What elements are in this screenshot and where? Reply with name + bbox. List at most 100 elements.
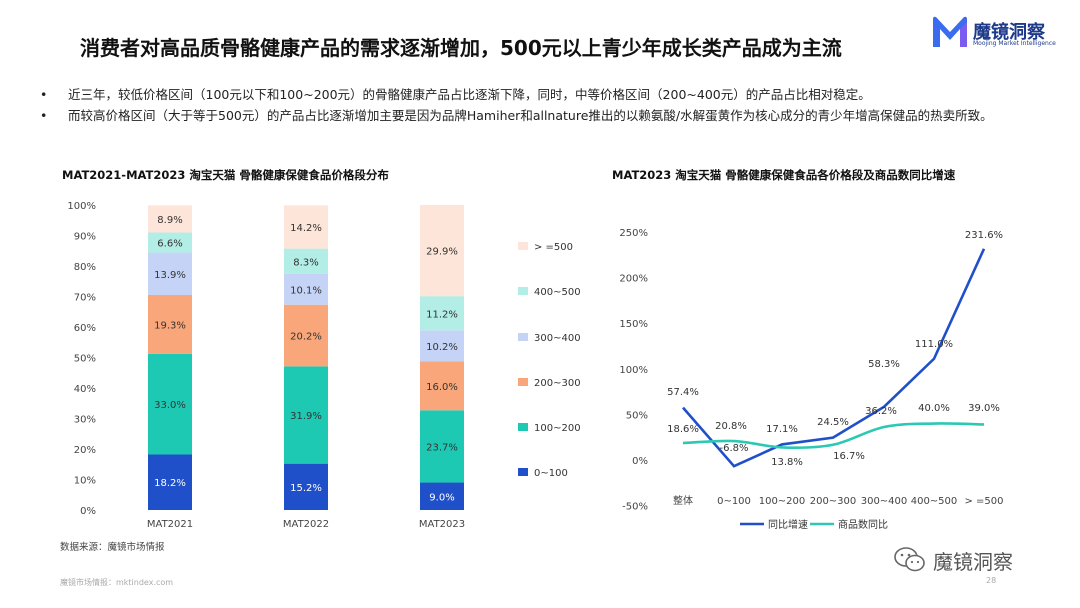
y-tick-label: 50% <box>74 354 96 365</box>
x-tick-label: 400~500 <box>911 496 958 507</box>
data-label: 24.5% <box>817 417 849 428</box>
footer-text: 魔镜市场情报：mktindex.com <box>60 578 174 587</box>
data-label: -6.8% <box>719 443 748 454</box>
bullet-item: • 近三年，较低价格区间（100元以下和100~200元）的骨骼健康产品占比逐渐… <box>40 84 1050 105</box>
data-label: 31.9% <box>290 411 322 422</box>
x-tick-label: 300~400 <box>861 496 908 507</box>
x-tick-label: 200~300 <box>810 496 857 507</box>
data-label: 8.3% <box>293 257 318 268</box>
legend-swatch <box>518 378 528 386</box>
y-tick-label: 40% <box>74 384 96 395</box>
series-line <box>682 248 986 468</box>
data-label: 20.8% <box>715 421 747 432</box>
x-tick-label: MAT2022 <box>283 519 329 530</box>
y-tick-label: 0% <box>632 456 648 467</box>
bar-segment <box>148 205 192 233</box>
logo-subtext: Moojing Market Intelligence <box>973 40 1056 47</box>
bar-segment <box>284 248 328 274</box>
wechat-icon <box>894 547 925 572</box>
data-label: 10.1% <box>290 285 322 296</box>
data-label: 36.2% <box>865 406 897 417</box>
bullet-list: • 近三年，较低价格区间（100元以下和100~200元）的骨骼健康产品占比逐渐… <box>40 84 1050 126</box>
bullet-text: 近三年，较低价格区间（100元以下和100~200元）的骨骼健康产品占比逐渐下降… <box>68 87 871 102</box>
data-label: 20.2% <box>290 332 322 343</box>
data-label: 13.8% <box>771 457 803 468</box>
data-label: 16.0% <box>426 382 458 393</box>
bar-segment <box>284 205 328 249</box>
data-label: 14.2% <box>290 223 322 234</box>
legend-swatch <box>518 468 528 476</box>
y-tick-label: 150% <box>619 319 648 330</box>
stacked-bar-chart: 0% 10% 20% 30% 40% 50% 60% 70% 80% 90% 100% 18.2% 33… <box>67 201 581 530</box>
logo-text: 魔镜洞察 <box>973 22 1045 43</box>
data-label: 39.0% <box>968 403 1000 414</box>
y-tick-label: 100% <box>67 201 96 212</box>
watermark: 魔镜洞察 <box>893 545 1053 575</box>
y-tick-label: 250% <box>619 228 648 239</box>
data-label: 17.1% <box>766 424 798 435</box>
y-tick-label: 50% <box>626 410 648 421</box>
bar-segment <box>420 482 464 510</box>
x-tick-label: MAT2021 <box>147 519 193 530</box>
data-label: 11.2% <box>426 309 458 320</box>
y-tick-label: 70% <box>74 293 96 304</box>
bar-segment <box>148 454 192 510</box>
legend-label: 同比增速 <box>768 518 808 531</box>
x-tick-label: 0~100 <box>717 496 751 507</box>
data-label: 40.0% <box>918 403 950 414</box>
bar-segment <box>148 353 192 455</box>
page-title: 消费者对高品质骨骼健康产品的需求逐渐增加，500元以上青少年成长类产品成为主流 <box>80 36 842 60</box>
chart-title-left: MAT2021-MAT2023 淘宝天猫 骨骼健康保健食品价格段分布 <box>62 168 389 182</box>
y-tick-label: 100% <box>619 365 648 376</box>
watermark-text: 魔镜洞察 <box>933 550 1013 574</box>
legend-swatch <box>518 423 528 431</box>
y-tick-label: 10% <box>74 476 96 487</box>
y-tick-label: 200% <box>619 274 648 285</box>
x-tick-label: MAT2023 <box>419 519 465 530</box>
bar-segment <box>284 304 328 367</box>
brand-logo: 魔镜洞察 Moojing Market Intelligence <box>930 14 1070 54</box>
data-label: 111.0% <box>915 339 953 350</box>
bullet-item: • 而较高价格区间（大于等于500元）的产品占比逐渐增加主要是因为品牌Hamih… <box>40 105 1050 126</box>
y-tick-label: -50% <box>622 502 648 513</box>
bullet-dot: • <box>40 87 48 102</box>
y-tick-label: 60% <box>74 323 96 334</box>
bar-segment <box>148 252 192 295</box>
data-label: 29.9% <box>426 247 458 258</box>
line-chart: -50% 0% 50% 100% 150% 200% 250% 整体 0~100 100~200 2… <box>619 228 1003 531</box>
data-label: 231.6% <box>965 230 1003 241</box>
legend-label: 200~300 <box>534 378 581 389</box>
bar-segment <box>420 205 464 297</box>
legend-label: 0~100 <box>534 468 568 479</box>
legend-label: 商品数同比 <box>838 518 888 531</box>
logo-m-icon <box>933 16 967 47</box>
data-label: 18.2% <box>154 478 186 489</box>
bar-segment <box>420 296 464 331</box>
y-tick-label: 0% <box>80 506 96 517</box>
legend-label: 300~400 <box>534 333 581 344</box>
data-label: 18.6% <box>667 424 699 435</box>
data-label: 13.9% <box>154 270 186 281</box>
y-tick-label: 30% <box>74 415 96 426</box>
legend-swatch <box>518 287 528 295</box>
bar-segment <box>420 410 464 483</box>
data-label: 19.3% <box>154 320 186 331</box>
x-tick-label: 整体 <box>673 494 693 507</box>
bar-segment <box>148 294 192 354</box>
bar-segment <box>148 232 192 253</box>
bullet-dot: • <box>40 108 48 123</box>
bar-segment <box>284 273 328 305</box>
legend-label: 400~500 <box>534 287 581 298</box>
bar-segment <box>284 366 328 464</box>
legend-swatch <box>518 333 528 341</box>
y-tick-label: 80% <box>74 262 96 273</box>
legend-label: > =500 <box>534 242 573 253</box>
chart-title-right: MAT2023 淘宝天猫 骨骼健康保健食品各价格段及商品数同比增速 <box>612 168 956 182</box>
data-label: 10.2% <box>426 342 458 353</box>
bar-segment <box>420 361 464 411</box>
data-label: 15.2% <box>290 483 322 494</box>
data-label: 6.6% <box>157 239 182 250</box>
legend-swatch <box>518 242 528 250</box>
bar-segment <box>284 463 328 510</box>
page-number: 28 <box>986 576 997 585</box>
